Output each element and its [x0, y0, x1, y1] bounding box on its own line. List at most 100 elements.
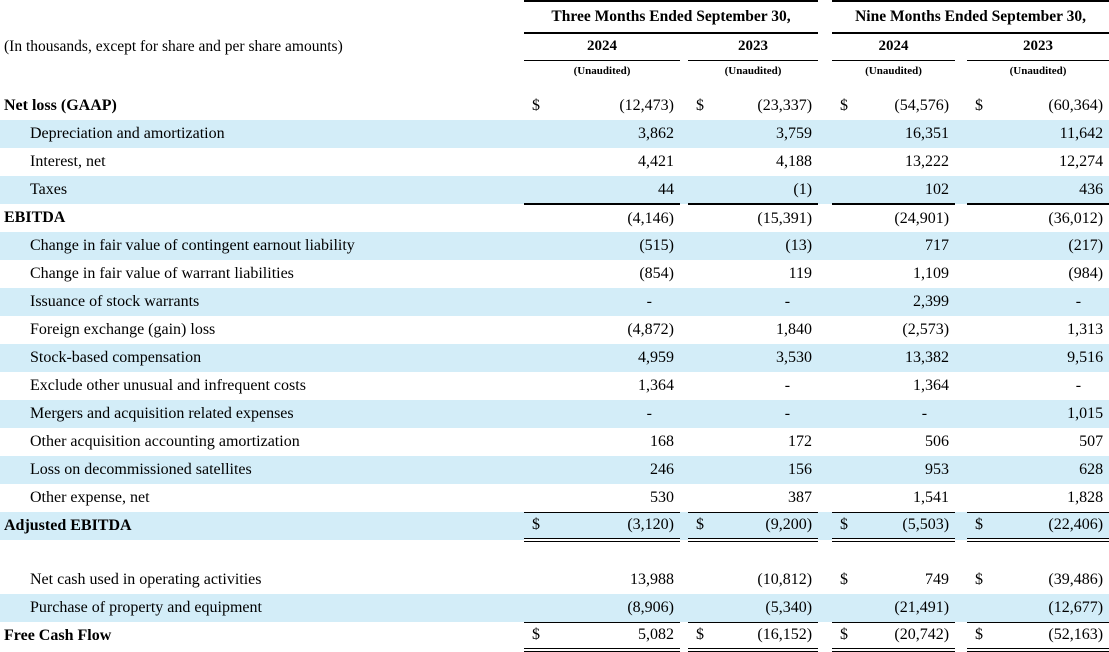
gap-cell	[955, 60, 967, 92]
gap-cell	[818, 372, 832, 400]
gap-cell	[680, 622, 688, 650]
value-cell: 44	[556, 176, 680, 205]
table-row: Net loss (GAAP) $ (12,473) $ (23,337) $ (54,57…	[0, 92, 1109, 120]
currency-cell	[832, 120, 863, 148]
value-cell: (15,391)	[757, 209, 813, 227]
value-cell: 5,082	[556, 622, 680, 652]
value-cell: (20,742)	[862, 622, 956, 652]
table-row: Net cash used in operating activities 13,…	[0, 566, 1109, 594]
currency-cell: $	[532, 97, 540, 114]
value-cell: (515)	[556, 232, 680, 260]
value-cell: 628	[997, 456, 1109, 484]
gap-cell	[680, 204, 688, 232]
gap-cell	[955, 512, 968, 540]
value-cell: 3,530	[718, 344, 819, 372]
currency-cell: $	[688, 512, 718, 542]
value-cell: 1,109	[913, 265, 950, 282]
value-cell: 1,364	[913, 377, 950, 394]
currency-cell	[967, 148, 997, 176]
gap-cell	[955, 120, 968, 148]
value-cell: (12,677)	[997, 594, 1109, 623]
gap-cell	[680, 428, 688, 456]
currency-cell	[524, 316, 556, 344]
currency-cell: $	[967, 512, 998, 542]
gap-cell	[680, 484, 688, 512]
value-cell: 13,222	[905, 153, 950, 170]
value-cell: 1,313	[1067, 321, 1104, 338]
value-cell: (5,503)	[862, 512, 956, 542]
year-header: 2024	[524, 33, 680, 61]
value-cell: 1,541	[862, 484, 956, 513]
table-row: Free Cash Flow $5,082 $ (16,152) $ (20,742) $(…	[0, 622, 1109, 652]
unaudited-row: (Unaudited) (Unaudited) (Unaudited) (Una…	[0, 60, 1109, 92]
row-label: Loss on decommissioned satellites	[0, 456, 524, 484]
table-row: Other expense, net 530 387 1,541 1,828	[0, 484, 1109, 513]
row-label: Other acquisition accounting amortizatio…	[30, 433, 300, 450]
gap-cell	[818, 344, 833, 372]
gap-cell	[818, 622, 832, 650]
table-row: Depreciation and amortization 3,862 3,759 1…	[0, 120, 1109, 148]
currency-cell	[688, 456, 718, 484]
gap-cell	[818, 148, 832, 176]
currency-cell	[688, 260, 718, 288]
currency-cell	[832, 344, 863, 372]
gap-cell	[680, 372, 688, 400]
row-label: Exclude other unusual and infrequent cos…	[30, 377, 306, 394]
currency-cell	[832, 316, 862, 344]
currency-cell	[967, 400, 998, 428]
value-cell: (3,120)	[556, 512, 680, 542]
table-row: EBITDA (4,146) (15,391) (24,901) (36,012)	[0, 204, 1109, 232]
unaudited-label: (Unaudited)	[1009, 64, 1067, 77]
value-cell: (22,406)	[997, 512, 1109, 542]
currency-cell	[832, 400, 863, 428]
gap-cell	[955, 456, 968, 484]
value-cell: 3,862	[556, 120, 680, 148]
row-label: EBITDA	[4, 209, 66, 226]
gap-cell	[955, 176, 968, 204]
row-label: Mergers and acquisition related expenses	[0, 400, 524, 428]
value-cell: 9,516	[997, 344, 1109, 372]
currency-cell: $	[840, 97, 849, 114]
currency-cell	[688, 400, 718, 428]
value-cell: 1,828	[997, 484, 1109, 513]
currency-cell	[832, 260, 862, 288]
table-row: Other acquisition accounting amortizatio…	[0, 428, 1109, 456]
gap-cell	[680, 60, 688, 92]
currency-cell: $	[696, 97, 704, 114]
value-cell: (8,906)	[556, 594, 680, 623]
gap-cell	[818, 120, 833, 148]
currency-cell	[524, 594, 556, 623]
value-cell: (24,901)	[894, 209, 950, 227]
gap-cell	[680, 33, 688, 60]
gap-cell	[680, 316, 688, 344]
value-cell: -	[997, 288, 1109, 316]
value-cell: (23,337)	[757, 97, 813, 114]
gap-cell	[680, 594, 688, 622]
value-cell: (21,491)	[862, 594, 956, 623]
value-cell: 4,421	[638, 153, 674, 170]
currency-cell	[524, 288, 556, 316]
value-cell: (10,812)	[757, 571, 813, 588]
units-note: (In thousands, except for share and per …	[4, 37, 343, 55]
gap-cell	[955, 400, 968, 428]
gap-cell	[818, 176, 833, 204]
gap-cell	[818, 33, 832, 60]
unaudited-label: (Unaudited)	[865, 64, 922, 77]
gap-cell	[955, 232, 968, 260]
value-cell: 4,959	[556, 344, 680, 372]
gap-cell	[818, 512, 833, 540]
gap-cell	[818, 204, 832, 232]
currency-cell	[832, 594, 863, 623]
value-cell: (9,200)	[718, 512, 819, 542]
value-cell: 749	[925, 571, 950, 588]
currency-cell	[967, 456, 998, 484]
table-row: Purchase of property and equipment (8,906…	[0, 594, 1109, 623]
currency-cell	[524, 204, 556, 232]
gap-cell	[818, 566, 832, 594]
currency-cell	[688, 120, 718, 148]
currency-cell: $	[975, 97, 984, 114]
value-cell: (1)	[718, 176, 819, 205]
gap-cell	[818, 316, 832, 344]
value-cell: -	[556, 400, 680, 428]
year-header: 2023	[967, 33, 1109, 61]
